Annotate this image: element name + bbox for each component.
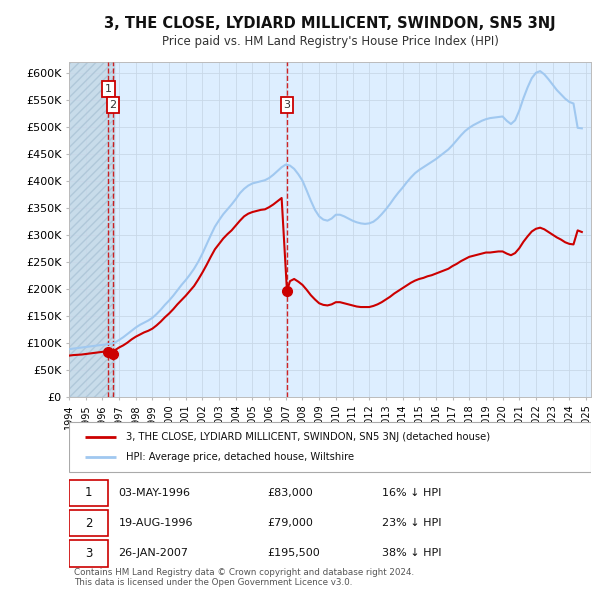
Text: £83,000: £83,000 [268, 488, 313, 498]
Text: 38% ↓ HPI: 38% ↓ HPI [382, 548, 442, 558]
Text: 2: 2 [85, 516, 92, 529]
Bar [69, 62, 115, 396]
Text: £79,000: £79,000 [268, 518, 313, 528]
Text: 26-JAN-2007: 26-JAN-2007 [119, 548, 188, 558]
Text: 1: 1 [85, 486, 92, 499]
Text: 3: 3 [283, 100, 290, 110]
Text: £195,500: £195,500 [268, 548, 320, 558]
FancyBboxPatch shape [69, 480, 108, 506]
Text: 19-AUG-1996: 19-AUG-1996 [119, 518, 193, 528]
Text: 23% ↓ HPI: 23% ↓ HPI [382, 518, 442, 528]
FancyBboxPatch shape [69, 510, 108, 536]
Text: 16% ↓ HPI: 16% ↓ HPI [382, 488, 442, 498]
Text: This data is licensed under the Open Government Licence v3.0.: This data is licensed under the Open Gov… [74, 578, 353, 587]
Text: 3, THE CLOSE, LYDIARD MILLICENT, SWINDON, SN5 3NJ (detached house): 3, THE CLOSE, LYDIARD MILLICENT, SWINDON… [127, 432, 491, 442]
Text: 03-MAY-1996: 03-MAY-1996 [119, 488, 191, 498]
Text: 2: 2 [109, 100, 116, 110]
Text: 3: 3 [85, 547, 92, 560]
FancyBboxPatch shape [69, 540, 108, 566]
Text: 3, THE CLOSE, LYDIARD MILLICENT, SWINDON, SN5 3NJ: 3, THE CLOSE, LYDIARD MILLICENT, SWINDON… [104, 16, 556, 31]
FancyBboxPatch shape [69, 422, 591, 472]
Text: Contains HM Land Registry data © Crown copyright and database right 2024.: Contains HM Land Registry data © Crown c… [74, 568, 415, 577]
Text: Price paid vs. HM Land Registry's House Price Index (HPI): Price paid vs. HM Land Registry's House … [161, 35, 499, 48]
Text: HPI: Average price, detached house, Wiltshire: HPI: Average price, detached house, Wilt… [127, 452, 355, 462]
Text: 1: 1 [105, 84, 112, 94]
Bar [69, 62, 115, 396]
